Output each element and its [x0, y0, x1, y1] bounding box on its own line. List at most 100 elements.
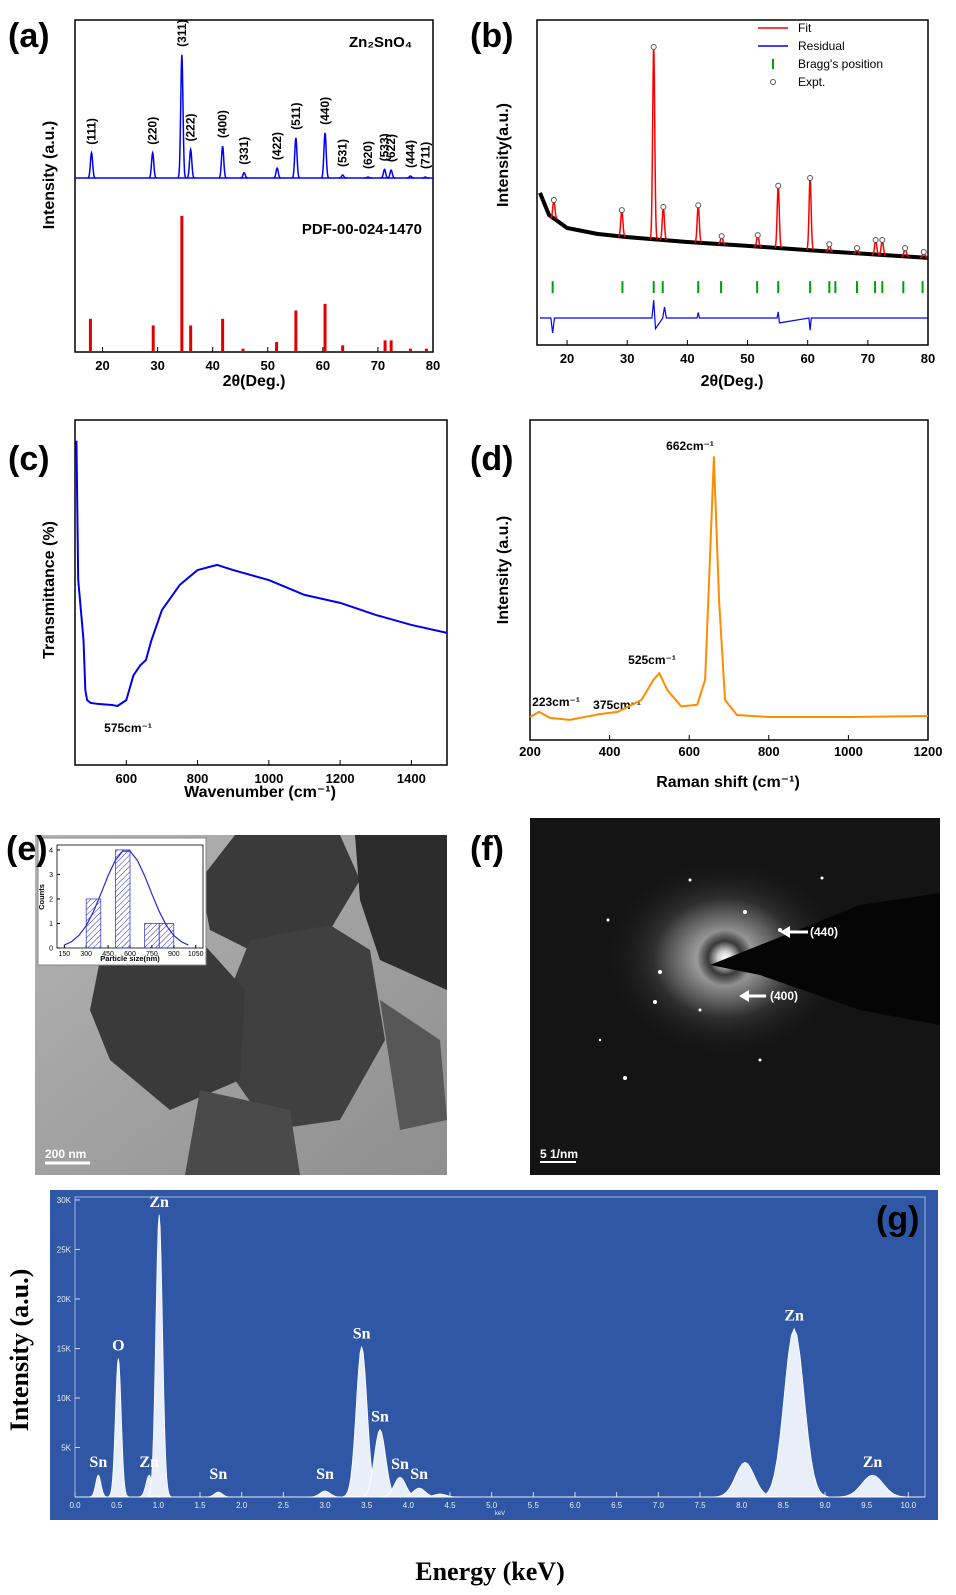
peak [148, 150, 157, 179]
peak-label: (620) [361, 141, 375, 169]
peak [107, 1358, 130, 1498]
expt-point [775, 182, 782, 189]
legend-label: Residual [798, 39, 845, 53]
annotation: 575cm⁻¹ [104, 721, 152, 735]
expt-point [872, 237, 879, 244]
peak [387, 168, 396, 179]
peak-label: (400) [216, 110, 230, 138]
peak-label: (622) [384, 134, 398, 162]
x-tick-label: 0.0 [69, 1501, 81, 1510]
expt-point [902, 245, 909, 252]
annotation: 223cm⁻¹ [532, 695, 580, 709]
y-axis-label: Counts [37, 884, 46, 910]
expt-point [695, 202, 702, 209]
x-tick-label: 750 [146, 951, 158, 958]
fit-peak [659, 206, 668, 241]
peak-label: (531) [336, 139, 350, 167]
x-tick-label: 5.5 [528, 1501, 540, 1510]
x-tick-label: 60 [316, 358, 330, 373]
annotation: 662cm⁻¹ [666, 439, 714, 453]
x-tick-label: 600 [115, 771, 137, 786]
x-tick-label: 300 [80, 951, 92, 958]
peak [273, 166, 282, 179]
fit-peak [649, 46, 659, 240]
peak-label: Zn [139, 1454, 159, 1471]
x-tick-label: 800 [187, 771, 209, 786]
y-axis-label: Transmittance (%) [41, 521, 58, 659]
x-tick-label: 30 [150, 358, 164, 373]
legend-swatch [770, 79, 776, 85]
expt-point [854, 245, 861, 252]
peak [406, 175, 415, 179]
histogram-bar [144, 923, 160, 949]
series-label: PDF-00-024-1470 [302, 221, 422, 238]
unit-label: keV [495, 1511, 505, 1517]
x-tick-label: 1.5 [194, 1501, 206, 1510]
x-tick-label: 5.0 [486, 1501, 498, 1510]
peak-label: (711) [418, 142, 432, 169]
x-tick-label: 0.5 [111, 1501, 123, 1510]
y-tick-label: 0 [49, 946, 53, 953]
panel-label: (c) [8, 440, 50, 478]
x-tick-label: 7.5 [694, 1501, 706, 1510]
peak-label: (111) [85, 118, 99, 145]
y-tick-label: 5K [61, 1443, 71, 1452]
x-axis-label: Raman shift (cm⁻¹) [656, 774, 800, 791]
x-axis-label: Particle size(nm) [100, 954, 160, 963]
peak [89, 1474, 108, 1498]
panel-label: (g) [876, 1200, 919, 1238]
y-tick-label: 1 [49, 921, 53, 928]
y-tick-label: 25K [57, 1245, 72, 1254]
x-axis-label: Energy (keV) [415, 1557, 564, 1586]
peak [835, 1474, 910, 1498]
fit-peak [805, 177, 815, 251]
x-tick-label: 50 [261, 358, 275, 373]
x-tick-label: 4.0 [403, 1501, 415, 1510]
peak-label: (444) [403, 140, 417, 168]
expt-point [807, 174, 814, 181]
panel-label: (f) [470, 830, 504, 868]
peak [380, 168, 389, 179]
x-tick-label: 6.5 [611, 1501, 623, 1510]
histogram-bar [158, 923, 175, 949]
peak [87, 150, 96, 179]
plot-frame [529, 419, 929, 741]
x-tick-label: 80 [426, 358, 440, 373]
x-tick-label: 9.0 [819, 1501, 831, 1510]
panel-label: (b) [470, 17, 513, 55]
expt-point [754, 232, 761, 239]
peak-label: O [112, 1337, 124, 1354]
y-tick-label: 4 [49, 847, 53, 854]
x-tick-label: 50 [740, 351, 754, 366]
saed-image: (440) (400) 5 1/nm (f) [470, 818, 940, 1175]
spectrum-line [75, 440, 448, 707]
peak [204, 1491, 232, 1498]
x-tick-label: 8.5 [778, 1501, 790, 1510]
peak [177, 54, 187, 179]
expt-point [879, 237, 886, 244]
peak-label: (511) [289, 103, 303, 130]
scale-bar-label: 200 nm [45, 1147, 86, 1161]
peak [338, 174, 347, 179]
x-tick-label: 9.5 [861, 1501, 873, 1510]
peak-label: Sn [371, 1409, 389, 1426]
x-tick-label: 40 [680, 351, 694, 366]
scale-bar-label: 5 1/nm [540, 1147, 578, 1161]
y-axis-label: Intensity (a.u.) [41, 121, 58, 229]
legend-label: Fit [798, 21, 812, 35]
x-tick-label: 20 [95, 358, 109, 373]
x-tick-label: 4.5 [444, 1501, 456, 1510]
x-tick-label: 8.0 [736, 1501, 748, 1510]
x-tick-label: 20 [560, 351, 574, 366]
peak-label: Sn [316, 1466, 334, 1483]
x-tick-label: 1050 [188, 951, 204, 958]
x-axis-label: 2θ(Deg.) [701, 373, 764, 390]
plot-frame [536, 19, 929, 346]
peak-label: (440) [318, 97, 332, 125]
plot-frame [74, 19, 434, 353]
peak-label: (222) [184, 113, 198, 141]
x-tick-label: 150 [58, 951, 70, 958]
peak-label: Sn [410, 1466, 428, 1483]
